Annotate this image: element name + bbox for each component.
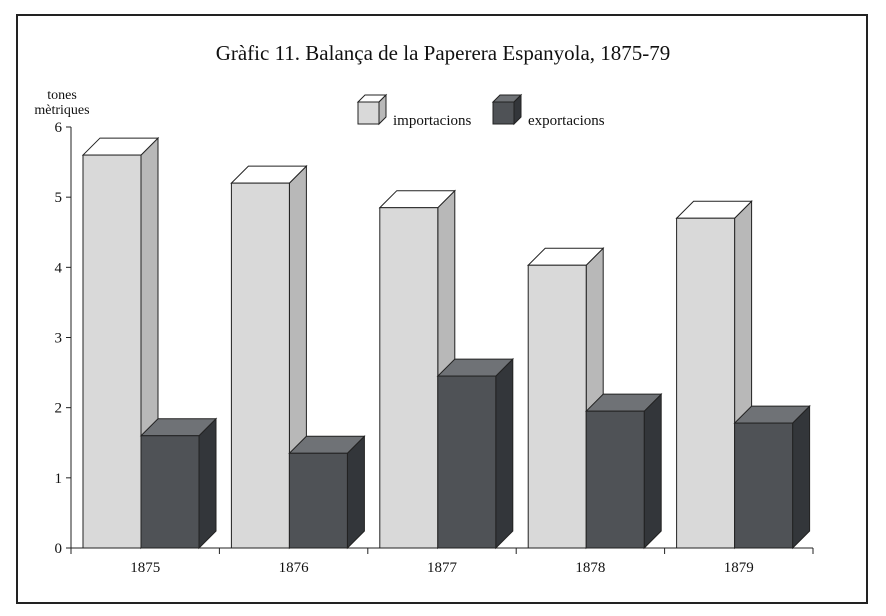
bar-front-face (734, 422, 794, 549)
bar-front-face (230, 182, 290, 549)
bar-exportacions-1875 (139, 417, 218, 550)
bar-front-face (585, 410, 645, 549)
legend-label-importacions: importacions (393, 113, 471, 129)
bar-front-face (82, 154, 142, 549)
y-axis-label-line-2: mètriques (34, 103, 89, 118)
bar-front-face (140, 435, 200, 549)
bar-exportacions-1879 (733, 404, 811, 550)
legend-swatch-exportacions (491, 93, 523, 126)
bar-side-face (643, 392, 662, 550)
bar-exportacions-1876 (288, 435, 366, 550)
y-tick-label: 3 (55, 331, 63, 347)
bar-importacions-1875 (81, 136, 160, 550)
bar-exportacions-1878 (584, 392, 663, 550)
bar-front-face (527, 264, 587, 549)
x-tick-label: 1877 (427, 560, 458, 576)
x-tick-label: 1878 (575, 560, 605, 576)
x-tick-label: 1876 (279, 560, 310, 576)
y-axis-label-line-1: tones (47, 88, 77, 103)
bar-side-face (198, 417, 217, 550)
bar-front-face (379, 207, 439, 549)
y-tick-label: 5 (55, 190, 63, 206)
bar-front-face (676, 217, 736, 549)
bar-side-face (792, 404, 811, 550)
y-tick-label: 6 (55, 120, 63, 136)
chart-title: Gràfic 11. Balança de la Paperera Espany… (216, 41, 671, 65)
y-tick-label: 4 (55, 260, 63, 276)
bar-exportacions-1877 (436, 357, 515, 550)
legend: importacions exportacions (356, 93, 605, 129)
x-tick-label: 1875 (130, 560, 160, 576)
bar-front-face (288, 452, 348, 549)
y-tick-label: 0 (55, 541, 63, 557)
legend-label-exportacions: exportacions (528, 113, 605, 129)
bar-side-face (495, 357, 514, 550)
y-tick-label: 2 (55, 401, 63, 417)
legend-swatch-importacions (356, 93, 388, 126)
bar-front-face (437, 375, 497, 549)
bar-side-face (346, 435, 365, 550)
y-tick-label: 1 (55, 471, 63, 487)
x-tick-label: 1879 (724, 560, 754, 576)
